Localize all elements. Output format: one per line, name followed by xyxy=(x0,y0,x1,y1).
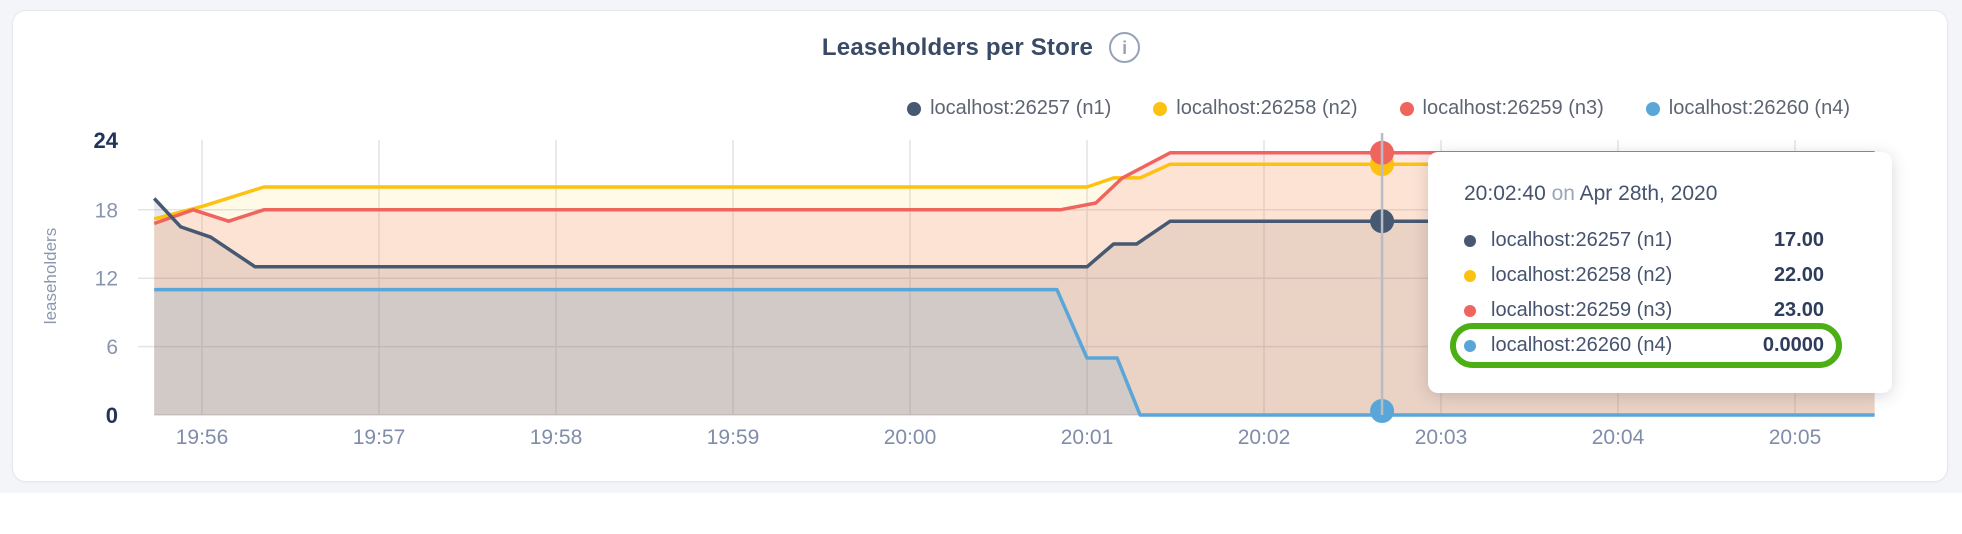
legend-label: localhost:26257 (n1) xyxy=(930,97,1112,119)
tooltip-label-n3: localhost:26259 (n3) xyxy=(1491,299,1673,321)
x-tick-label: 19:56 xyxy=(176,426,229,449)
series-dot-n2 xyxy=(1464,269,1476,282)
hover-tooltip: 20:02:40 on Apr 28th, 2020 localhost:262… xyxy=(1428,152,1892,393)
tooltip-row-n1: localhost:26257 (n1) 17.00 xyxy=(1464,223,1824,258)
x-tick-label: 19:59 xyxy=(707,426,760,449)
tooltip-row-n2: localhost:26258 (n2) 22.00 xyxy=(1464,258,1824,293)
tooltip-value-n3: 23.00 xyxy=(1773,299,1824,321)
tooltip-value-n1: 17.00 xyxy=(1773,229,1824,251)
series-dot-n4 xyxy=(1464,339,1476,352)
tooltip-time: 20:02:40 xyxy=(1464,182,1546,205)
legend-dot-n2 xyxy=(1153,101,1168,116)
tooltip-timestamp: 20:02:40 on Apr 28th, 2020 xyxy=(1464,182,1824,206)
tooltip-label-n2: localhost:26258 (n2) xyxy=(1491,264,1673,286)
tooltip-row-n3: localhost:26259 (n3) 23.00 xyxy=(1464,293,1824,328)
x-tick-label: 20:01 xyxy=(1061,426,1114,449)
legend-item-n3[interactable]: localhost:26259 (n3) xyxy=(1399,97,1604,120)
series-line-n1 xyxy=(152,197,1875,269)
tooltip-value-n2: 22.00 xyxy=(1773,264,1824,286)
x-tick-label: 20:03 xyxy=(1415,426,1468,449)
legend-label: localhost:26258 (n2) xyxy=(1176,97,1358,119)
series-line-n2 xyxy=(153,162,1875,221)
x-tick-label: 19:58 xyxy=(530,426,583,449)
y-tick-label: 0 xyxy=(106,403,118,428)
y-tick-label: 12 xyxy=(95,268,118,291)
legend-label: localhost:26259 (n3) xyxy=(1422,97,1604,119)
legend-item-n1[interactable]: localhost:26257 (n1) xyxy=(907,97,1111,120)
legend-dot-n4 xyxy=(1645,101,1660,116)
tooltip-value-n4: 0.0000 xyxy=(1762,334,1824,356)
y-tick-label: 24 xyxy=(94,128,119,153)
series-dot-n1 xyxy=(1464,234,1476,247)
series-line-n4 xyxy=(154,287,1875,417)
legend-dot-n1 xyxy=(907,101,922,116)
legend-item-n4[interactable]: localhost:26260 (n4) xyxy=(1645,97,1850,120)
tooltip-label-n1: localhost:26257 (n1) xyxy=(1491,229,1673,251)
legend-label: localhost:26260 (n4) xyxy=(1668,97,1850,119)
series-area-n4 xyxy=(154,289,1875,415)
x-tick-label: 20:00 xyxy=(884,426,937,449)
tooltip-row-n4-highlighted: localhost:26260 (n4) 0.0000 xyxy=(1450,323,1842,368)
tooltip-date: Apr 28th, 2020 xyxy=(1579,182,1718,205)
tooltip-label-n4: localhost:26260 (n4) xyxy=(1491,334,1673,356)
chart-header: Leaseholders per Store i xyxy=(0,32,1962,63)
tooltip-conjunction: on xyxy=(1545,182,1580,205)
chart-title: Leaseholders per Store xyxy=(821,33,1094,61)
series-line-n3 xyxy=(153,151,1875,226)
legend-dot-n3 xyxy=(1399,101,1414,116)
x-tick-label: 20:05 xyxy=(1769,426,1822,449)
info-icon[interactable]: i xyxy=(1109,32,1141,63)
legend-item-n2[interactable]: localhost:26258 (n2) xyxy=(1153,97,1358,120)
y-tick-label: 6 xyxy=(106,336,118,359)
y-axis-title: leaseholders xyxy=(41,228,60,324)
x-tick-label: 19:57 xyxy=(353,426,406,449)
x-tick-label: 20:02 xyxy=(1238,426,1291,449)
y-tick-label: 18 xyxy=(95,199,118,222)
series-dot-n3 xyxy=(1464,304,1476,317)
chart-legend: localhost:26257 (n1) localhost:26258 (n2)… xyxy=(907,97,1850,120)
x-tick-label: 20:04 xyxy=(1592,426,1645,449)
